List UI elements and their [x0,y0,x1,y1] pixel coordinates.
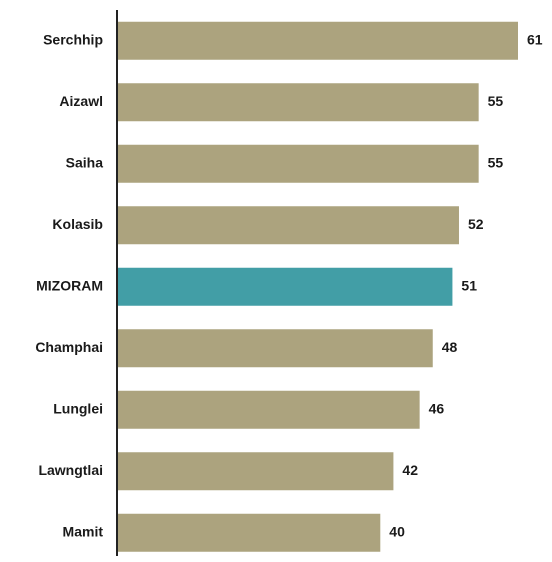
category-label: Champhai [35,339,103,355]
value-label: 51 [461,277,477,293]
value-label: 61 [527,31,543,47]
category-label: MIZORAM [36,277,103,293]
category-label: Kolasib [52,216,103,232]
bar [118,206,459,245]
category-label: Lunglei [53,400,103,416]
bar [118,452,394,491]
value-label: 40 [389,523,405,539]
category-label: Aizawl [59,93,103,109]
bar [118,144,479,183]
bar [118,329,433,368]
value-label: 48 [442,339,458,355]
value-label: 55 [488,154,504,170]
bar [118,390,420,429]
category-label: Lawngtlai [38,462,103,478]
category-label: Serchhip [43,31,103,47]
value-label: 46 [429,400,445,416]
bar [118,21,518,60]
bar [118,267,453,306]
category-label: Saiha [66,154,104,170]
value-label: 52 [468,216,484,232]
value-label: 55 [488,93,504,109]
category-label: Mamit [63,523,104,539]
bar [118,83,479,122]
value-label: 42 [402,462,418,478]
bar [118,513,381,552]
